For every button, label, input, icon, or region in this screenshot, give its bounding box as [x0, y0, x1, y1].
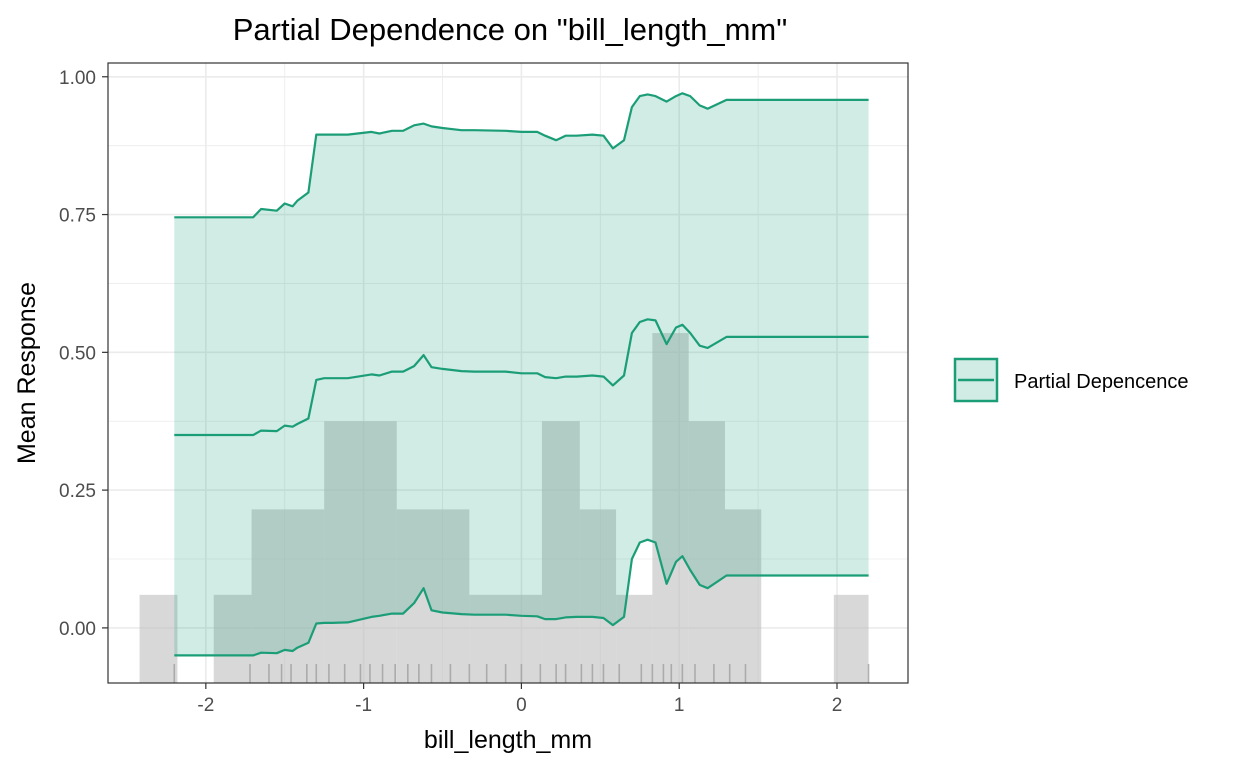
- partial-dependence-line: [174, 318, 869, 437]
- histogram-bar: [396, 509, 470, 683]
- rug-marks: [173, 664, 870, 683]
- x-tick-label: 2: [832, 695, 843, 716]
- panel-border: [107, 62, 909, 684]
- series-lines: [174, 92, 869, 657]
- y-tick-label: 0.75: [59, 206, 96, 227]
- lower-bound-line: [174, 538, 869, 657]
- x-axis: -2 -1 0 1 2: [197, 683, 842, 716]
- histogram-bar: [251, 509, 325, 683]
- y-tick-label: 0.50: [59, 343, 96, 364]
- histogram-bar: [724, 509, 762, 683]
- x-tick-label: 1: [674, 695, 685, 716]
- x-tick-label: 0: [516, 695, 527, 716]
- plot-panel: [108, 63, 908, 683]
- histogram-bar: [579, 509, 617, 683]
- y-tick-label: 0.25: [59, 481, 96, 502]
- histogram-bar: [616, 594, 653, 683]
- histogram-bar: [652, 333, 689, 683]
- chart-title: Partial Dependence on "bill_length_mm": [233, 12, 788, 47]
- y-axis: 0.00 0.25 0.50 0.75 1.00: [59, 68, 108, 640]
- histogram-bar: [688, 421, 725, 683]
- x-axis-title: bill_length_mm: [424, 726, 592, 754]
- y-tick-label: 1.00: [59, 68, 96, 89]
- histogram-bar: [213, 594, 252, 683]
- legend-label: Partial Depencence: [1014, 371, 1189, 393]
- histogram-bar: [833, 594, 869, 683]
- histogram-bar: [139, 594, 178, 683]
- x-tick-label: -1: [355, 695, 372, 716]
- upper-bound-line: [174, 92, 869, 219]
- y-tick-label: 0.00: [59, 619, 96, 640]
- legend: Partial Depencence: [953, 357, 1189, 403]
- x-tick-label: -2: [197, 695, 214, 716]
- y-axis-title: Mean Response: [13, 282, 41, 464]
- histogram-bar: [324, 421, 397, 683]
- histogram-bar: [541, 421, 580, 683]
